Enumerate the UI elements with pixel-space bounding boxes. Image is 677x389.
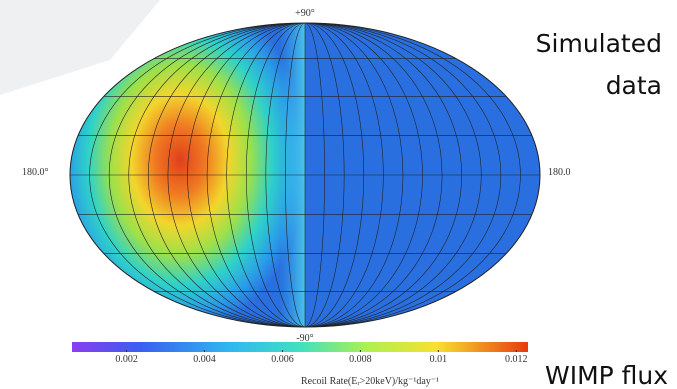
colorbar-tick-label: 0.006 <box>271 354 294 365</box>
top-label: +90° <box>295 8 315 19</box>
sky-map <box>70 23 540 327</box>
colorbar-tick-label: 0.012 <box>505 354 528 365</box>
map-border <box>69 22 541 328</box>
right-label: 180.0 <box>548 167 571 178</box>
annotation: data <box>606 71 662 100</box>
annotation: Simulated <box>536 29 662 58</box>
colorbar-tick-label: 0.008 <box>349 354 372 365</box>
bottom-label: -90° <box>296 333 313 344</box>
background-decoration <box>0 0 160 95</box>
colorbar-tick-label: 0.01 <box>430 354 448 365</box>
left-label: 180.0° <box>22 167 49 178</box>
annotation: WIMP flux <box>545 361 668 389</box>
colorbar-tick-label: 0.002 <box>115 354 138 365</box>
colorbar <box>72 342 528 352</box>
colorbar-label: Recoil Rate(Eᵣ>20keV)/kg⁻¹day⁻¹ <box>301 376 439 387</box>
colorbar-tick-label: 0.004 <box>193 354 216 365</box>
